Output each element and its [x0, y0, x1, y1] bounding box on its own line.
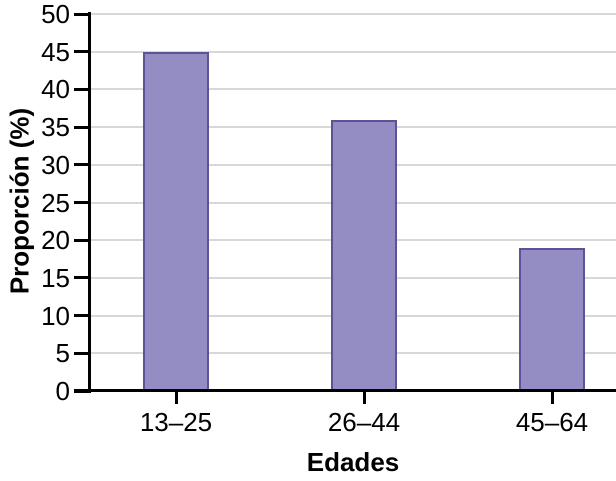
- y-tick-label: 45: [41, 36, 70, 67]
- x-axis-tick: [362, 391, 366, 404]
- y-tick-label: 25: [41, 187, 70, 218]
- bar: [331, 119, 397, 391]
- y-tick-label: 40: [41, 74, 70, 105]
- y-tick-label: 15: [41, 262, 70, 293]
- y-axis-tick: [74, 125, 91, 129]
- y-tick-label: 0: [55, 376, 70, 406]
- y-axis-tick: [74, 351, 91, 355]
- y-tick-label: 10: [41, 300, 70, 331]
- x-axis-tick: [174, 391, 178, 404]
- y-axis-tick: [74, 238, 91, 242]
- x-axis-title: Edades: [306, 447, 400, 477]
- bar: [143, 51, 209, 391]
- x-tick-label: 45–64: [515, 407, 589, 437]
- y-tick-label: 5: [55, 338, 70, 369]
- y-tick-label: 20: [41, 225, 70, 256]
- y-tick-label: 30: [41, 149, 70, 180]
- y-axis-tick: [74, 87, 91, 91]
- x-tick-label: 13–25: [139, 407, 213, 437]
- y-axis-tick: [74, 276, 91, 280]
- y-axis-tick: [74, 163, 91, 167]
- gridline: [90, 13, 616, 15]
- bar: [519, 247, 585, 391]
- y-axis-tick: [74, 314, 91, 318]
- x-axis-line: [74, 389, 616, 392]
- y-axis-tick: [74, 201, 91, 204]
- y-axis-tick: [74, 12, 91, 16]
- y-tick-label: 50: [41, 0, 70, 29]
- gridline: [90, 88, 616, 91]
- x-axis-tick: [550, 391, 554, 404]
- gridline: [90, 50, 616, 53]
- x-tick-label: 26–44: [327, 407, 401, 437]
- y-tick-label: 35: [41, 112, 70, 143]
- y-axis-tick: [74, 50, 91, 54]
